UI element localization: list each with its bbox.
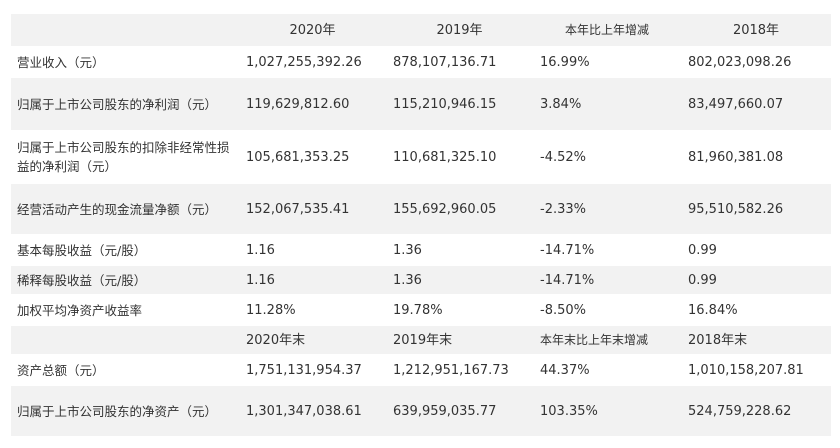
value-2020: 1,027,255,392.26 bbox=[239, 48, 386, 78]
value-2018: 802,023,098.26 bbox=[681, 48, 831, 78]
value-2020: 1,301,347,038.61 bbox=[239, 386, 386, 438]
value-2019: 19.78% bbox=[386, 296, 533, 326]
table-row: 经营活动产生的现金流量净额（元） 152,067,535.41 155,692,… bbox=[11, 184, 831, 236]
subheader-2019: 2019年末 bbox=[386, 326, 533, 356]
subheader-2020: 2020年末 bbox=[239, 326, 386, 356]
value-2020: 1.16 bbox=[239, 236, 386, 266]
value-2020: 11.28% bbox=[239, 296, 386, 326]
table-row: 归属于上市公司股东的净利润（元） 119,629,812.60 115,210,… bbox=[11, 78, 831, 132]
subheader-label-cell bbox=[11, 326, 239, 356]
value-change: 44.37% bbox=[533, 356, 681, 386]
value-2020: 1,751,131,954.37 bbox=[239, 356, 386, 386]
value-2020: 119,629,812.60 bbox=[239, 78, 386, 132]
value-2019: 878,107,136.71 bbox=[386, 48, 533, 78]
value-change: -4.52% bbox=[533, 132, 681, 184]
value-change: -8.50% bbox=[533, 296, 681, 326]
header-2018: 2018年 bbox=[681, 14, 831, 48]
subheader-2018: 2018年末 bbox=[681, 326, 831, 356]
value-2018: 0.99 bbox=[681, 266, 831, 296]
table-subheader-row: 2020年末 2019年末 本年末比上年末增减 2018年末 bbox=[11, 326, 831, 356]
row-label: 加权平均净资产收益率 bbox=[11, 296, 239, 326]
row-label: 经营活动产生的现金流量净额（元） bbox=[11, 184, 239, 236]
value-2019: 155,692,960.05 bbox=[386, 184, 533, 236]
row-label: 基本每股收益（元/股） bbox=[11, 236, 239, 266]
header-label-cell bbox=[11, 14, 239, 48]
row-label: 归属于上市公司股东的扣除非经常性损益的净利润（元） bbox=[11, 132, 239, 184]
table-row: 基本每股收益（元/股） 1.16 1.36 -14.71% 0.99 bbox=[11, 236, 831, 266]
value-2018: 1,010,158,207.81 bbox=[681, 356, 831, 386]
row-label: 资产总额（元） bbox=[11, 356, 239, 386]
value-2018: 81,960,381.08 bbox=[681, 132, 831, 184]
value-change: 3.84% bbox=[533, 78, 681, 132]
value-change: -14.71% bbox=[533, 236, 681, 266]
table-row: 归属于上市公司股东的扣除非经常性损益的净利润（元） 105,681,353.25… bbox=[11, 132, 831, 184]
value-2020: 1.16 bbox=[239, 266, 386, 296]
value-change: 103.35% bbox=[533, 386, 681, 438]
header-2019: 2019年 bbox=[386, 14, 533, 48]
table-row: 资产总额（元） 1,751,131,954.37 1,212,951,167.7… bbox=[11, 356, 831, 386]
value-2018: 95,510,582.26 bbox=[681, 184, 831, 236]
header-change: 本年比上年增减 bbox=[533, 14, 681, 48]
value-change: 16.99% bbox=[533, 48, 681, 78]
row-label: 营业收入（元） bbox=[11, 48, 239, 78]
row-label: 归属于上市公司股东的净资产（元） bbox=[11, 386, 239, 438]
table-row: 营业收入（元） 1,027,255,392.26 878,107,136.71 … bbox=[11, 48, 831, 78]
value-2019: 639,959,035.77 bbox=[386, 386, 533, 438]
header-2020: 2020年 bbox=[239, 14, 386, 48]
value-2020: 152,067,535.41 bbox=[239, 184, 386, 236]
row-label: 归属于上市公司股东的净利润（元） bbox=[11, 78, 239, 132]
value-2018: 16.84% bbox=[681, 296, 831, 326]
value-2020: 105,681,353.25 bbox=[239, 132, 386, 184]
value-2019: 115,210,946.15 bbox=[386, 78, 533, 132]
subheader-change: 本年末比上年末增减 bbox=[533, 326, 681, 356]
table-row: 加权平均净资产收益率 11.28% 19.78% -8.50% 16.84% bbox=[11, 296, 831, 326]
value-2018: 0.99 bbox=[681, 236, 831, 266]
value-2019: 1.36 bbox=[386, 266, 533, 296]
value-change: -14.71% bbox=[533, 266, 681, 296]
financial-summary-table: 2020年 2019年 本年比上年增减 2018年 营业收入（元） 1,027,… bbox=[11, 14, 831, 438]
value-2019: 1,212,951,167.73 bbox=[386, 356, 533, 386]
value-2019: 1.36 bbox=[386, 236, 533, 266]
value-2018: 524,759,228.62 bbox=[681, 386, 831, 438]
table-row: 稀释每股收益（元/股） 1.16 1.36 -14.71% 0.99 bbox=[11, 266, 831, 296]
row-label: 稀释每股收益（元/股） bbox=[11, 266, 239, 296]
value-2019: 110,681,325.10 bbox=[386, 132, 533, 184]
table-row: 归属于上市公司股东的净资产（元） 1,301,347,038.61 639,95… bbox=[11, 386, 831, 438]
table-header-row: 2020年 2019年 本年比上年增减 2018年 bbox=[11, 14, 831, 48]
value-2018: 83,497,660.07 bbox=[681, 78, 831, 132]
value-change: -2.33% bbox=[533, 184, 681, 236]
